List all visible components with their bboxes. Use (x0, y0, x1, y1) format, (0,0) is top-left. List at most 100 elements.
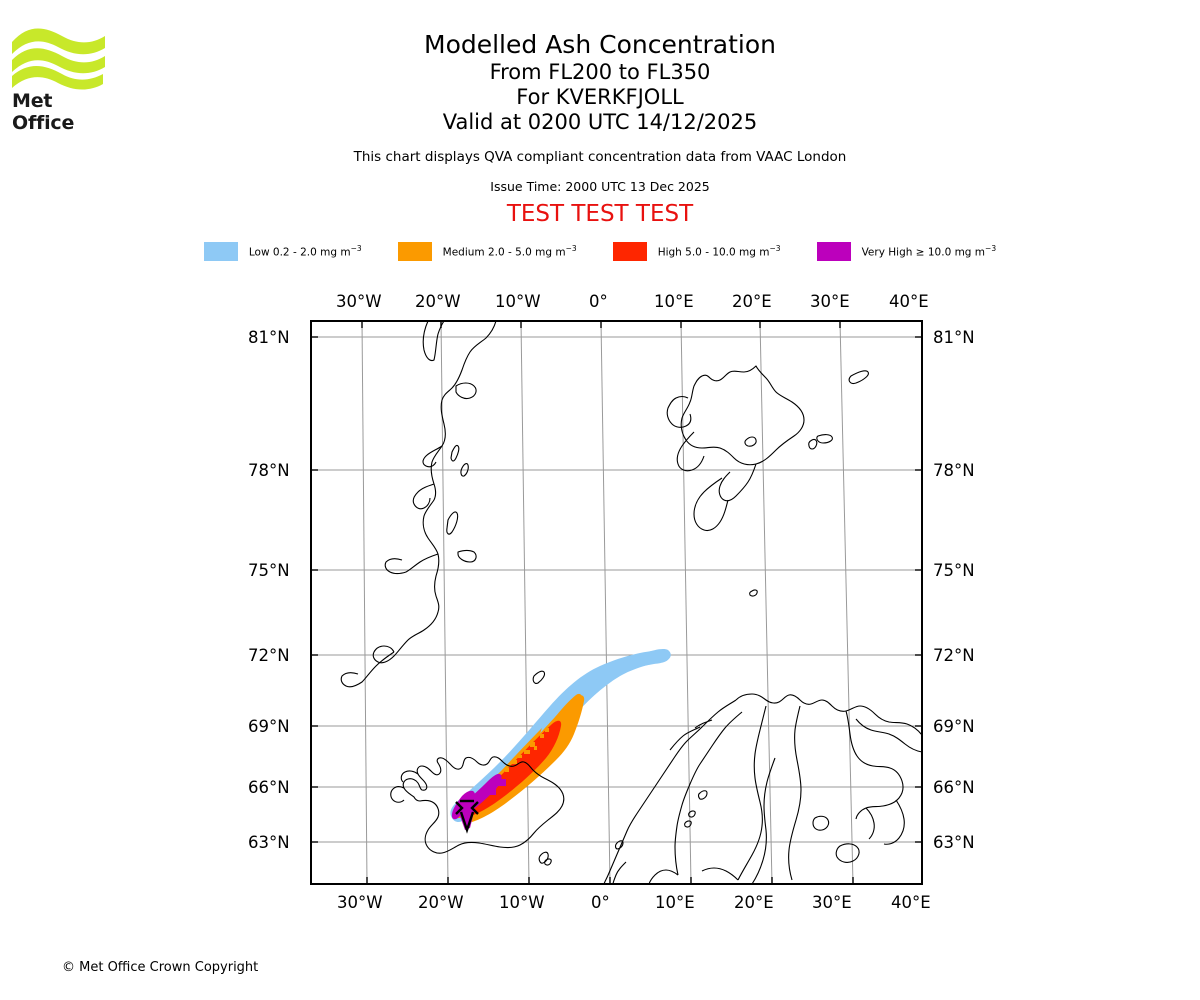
legend-high-swatch (612, 242, 647, 261)
copyright-notice: © Met Office Crown Copyright (62, 960, 259, 975)
lat-tick-left-69N: 69°N (248, 717, 290, 736)
coastline-norway-isle1 (697, 790, 708, 800)
coastline-svalbard-nordaustlandet (676, 431, 705, 472)
lat-tick-right-69N: 69°N (933, 717, 975, 736)
concentration-legend: Low 0.2 - 2.0 mg m−3 Medium 2.0 - 5.0 mg… (0, 242, 1200, 261)
coastline-scotland (612, 861, 627, 884)
coastline-greenland-isle3 (446, 511, 459, 535)
lon-tick-top-10W: 10°W (495, 292, 541, 311)
coastline-greenland-isle4 (455, 382, 477, 400)
coastline-greenland-main (372, 321, 497, 664)
lon-tick-top-20E: 20°E (732, 292, 772, 311)
lon-tick-top-0: 0° (589, 292, 608, 311)
lon-tick-bottom-0: 0° (591, 893, 610, 912)
lat-tick-left-63N: 63°N (248, 833, 290, 852)
coastline-norway-lofoten (669, 726, 701, 751)
coastline-onega (883, 799, 905, 845)
legend-low-label: Low 0.2 - 2.0 mg m−3 (248, 244, 362, 259)
coastline-norway-lofoten2 (694, 719, 713, 729)
legend-very-high: Very High ≥ 10.0 mg m−3 (816, 242, 997, 261)
coastline-svalbard-isl2 (816, 434, 833, 444)
coastline-norway-inner (674, 711, 743, 876)
plume-very-high-patch-a (484, 786, 496, 795)
lat-tick-right-63N: 63°N (933, 833, 975, 852)
lat-tick-right-75N: 75°N (933, 561, 975, 580)
test-banner: TEST TEST TEST (506, 201, 694, 227)
lon-tick-top-30W: 30°W (336, 292, 382, 311)
coastline-greenland-isle5 (457, 549, 477, 563)
lat-tick-right-81N: 81°N (933, 328, 975, 347)
coastline-kola (855, 718, 922, 753)
map-background (311, 321, 922, 884)
header-block: Modelled Ash Concentration From FL200 to… (0, 0, 1200, 228)
legend-low: Low 0.2 - 2.0 mg m−3 (203, 242, 362, 261)
coastline-faroe-2 (544, 858, 552, 866)
plume-very-high-patch-b (497, 779, 506, 786)
lon-tick-top-30E: 30°E (810, 292, 850, 311)
legend-very-high-label: Very High ≥ 10.0 mg m−3 (861, 244, 997, 259)
coastline-shetland (614, 840, 624, 850)
coastline-iceland (402, 756, 565, 854)
legend-high-label: High 5.0 - 10.0 mg m−3 (657, 244, 781, 259)
coastline-greenland-isle1 (450, 444, 460, 462)
legend-low-swatch (203, 242, 238, 261)
coastline-svalbard-isl3 (808, 438, 818, 450)
lon-tick-bottom-10W: 10°W (499, 893, 545, 912)
lon-tick-top-40E: 40°E (889, 292, 929, 311)
legend-medium-label: Medium 2.0 - 5.0 mg m−3 (442, 244, 577, 259)
coastline-svalbard-isl1 (848, 370, 869, 384)
lat-tick-left-66N: 66°N (248, 778, 290, 797)
coastline-svalbard-spitsbergen (680, 365, 805, 466)
lat-tick-left-72N: 72°N (248, 646, 290, 665)
coastline-greenland-isle2 (460, 463, 469, 477)
coastline-greenland (422, 321, 445, 362)
coastline-iceland-westfjords (390, 786, 405, 803)
coastline-baltic-south (701, 867, 739, 881)
flight-level-line: From FL200 to FL350 (489, 60, 711, 84)
coastline-denmark (648, 869, 679, 884)
coastline-kandalaksha (865, 807, 875, 840)
coastline-jan-mayen (532, 670, 546, 684)
legend-very-high-swatch (816, 242, 851, 261)
coastline-sweden-finland-border (737, 705, 767, 881)
coastline-finland-lake (812, 815, 830, 831)
lat-tick-right-66N: 66°N (933, 778, 975, 797)
coastline-finland-gulf (788, 705, 802, 881)
lat-tick-right-78N: 78°N (933, 461, 975, 480)
coastline-greenland-south (340, 651, 395, 688)
lat-tick-left-81N: 81°N (248, 328, 290, 347)
legend-high: High 5.0 - 10.0 mg m−3 (612, 242, 781, 261)
coastline-greenland-bay (422, 445, 443, 468)
lon-tick-top-20W: 20°W (415, 292, 461, 311)
valid-time-line: Valid at 0200 UTC 14/12/2025 (442, 110, 758, 134)
met-office-waves-icon (12, 28, 105, 90)
coastline-bothnia-west (751, 757, 776, 884)
issue-time: Issue Time: 2000 UTC 13 Dec 2025 (490, 179, 710, 194)
lat-tick-left-78N: 78°N (248, 461, 290, 480)
lon-tick-bottom-30W: 30°W (337, 893, 383, 912)
volcano-vent-marker (455, 799, 479, 834)
coastlines (340, 321, 922, 884)
plume-mottling (505, 728, 549, 772)
lon-tick-top-10E: 10°E (654, 292, 694, 311)
coastline-norway-isle2 (688, 810, 696, 818)
axis-ticks (311, 321, 922, 884)
coastline-ladoga (835, 843, 860, 863)
coastline-norway-coast (603, 699, 737, 884)
map-frame (310, 320, 923, 885)
lon-tick-bottom-40E: 40°E (891, 893, 931, 912)
coastline-greenland-fjords (384, 553, 439, 575)
graticule (311, 321, 922, 884)
coastline-svalbard-south (693, 477, 729, 532)
plume-medium-upper (550, 693, 583, 757)
coastline-bear-island (749, 589, 758, 597)
coastline-white-sea (845, 710, 904, 820)
page-title: Modelled Ash Concentration (424, 30, 776, 59)
logo-wordmark: Met Office (12, 90, 75, 134)
coastline-svalbard-edge (718, 463, 757, 502)
lat-tick-right-72N: 72°N (933, 646, 975, 665)
legend-medium-swatch (397, 242, 432, 261)
met-office-logo: Met Office (10, 22, 120, 134)
